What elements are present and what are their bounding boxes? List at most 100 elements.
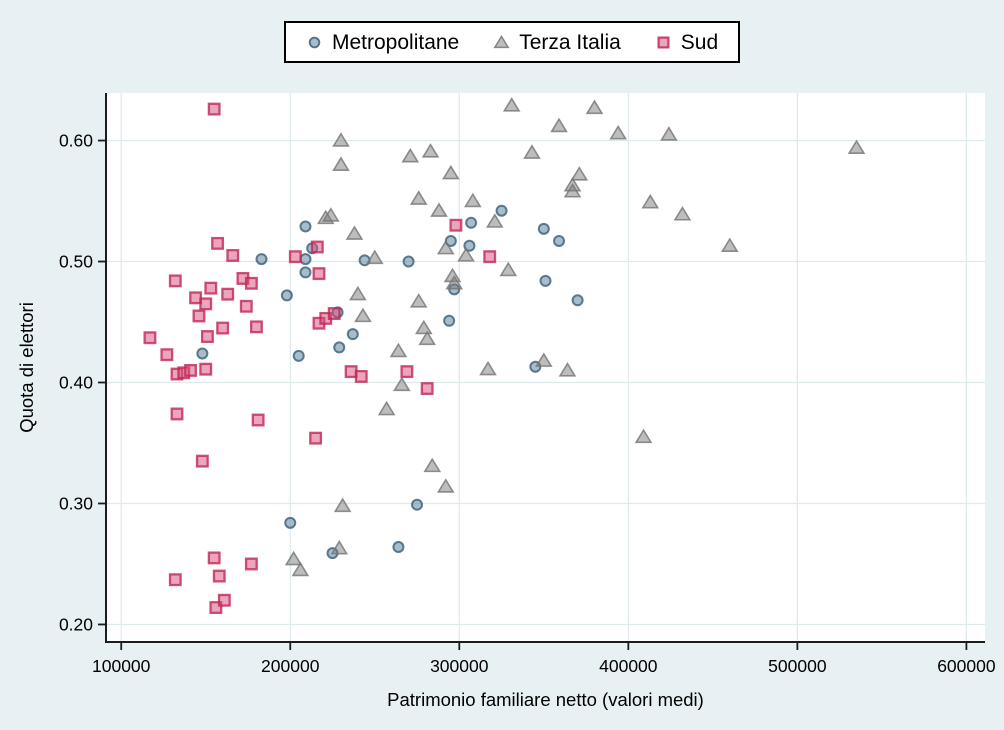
scatter-point (200, 330, 214, 343)
plot-area (106, 93, 985, 642)
y-tick-label: 0.60 (59, 131, 93, 151)
scatter-point (332, 156, 350, 171)
scatter-point (421, 143, 440, 158)
scatter-point (354, 307, 372, 323)
scatter-point (255, 253, 268, 266)
scatter-point (411, 498, 424, 511)
scatter-point (204, 281, 218, 295)
scatter-point (436, 478, 455, 493)
scatter-point (430, 202, 448, 217)
scatter-point (184, 363, 197, 377)
scatter-point (239, 299, 253, 313)
scatter-point (284, 516, 297, 529)
scatter-point (333, 497, 352, 513)
scatter-point (288, 250, 302, 264)
scatter-point (465, 216, 478, 229)
scatter-point (170, 407, 184, 421)
y-tick-label: 0.20 (59, 614, 93, 634)
scatter-point (195, 454, 209, 468)
y-axis-title: Quota di elettori (16, 302, 37, 433)
scatter-point (199, 297, 213, 311)
y-tick-label: 0.40 (59, 373, 93, 393)
scatter-point (284, 550, 303, 566)
scatter-point (414, 319, 433, 335)
scatter-point (322, 207, 340, 222)
scatter-point (299, 220, 312, 233)
scatter-point (423, 457, 442, 473)
scatter-point (502, 97, 521, 112)
legend-label: Terza Italia (519, 30, 621, 54)
y-tick-label: 0.30 (59, 493, 93, 513)
scatter-point (479, 360, 497, 376)
scatter-point (418, 330, 436, 346)
x-tick-label: 600000 (937, 656, 996, 676)
scatter-point (609, 124, 628, 140)
scatter-point (216, 321, 230, 335)
legend-item-terza-italia: Terza Italia (493, 32, 621, 53)
scatter-point (226, 249, 240, 262)
scatter-point (221, 287, 235, 301)
scatter-point (327, 307, 341, 320)
legend-label: Sud (680, 30, 719, 54)
scatter-point (310, 240, 324, 254)
x-tick-label: 100000 (92, 656, 151, 676)
scatter-point (483, 250, 497, 264)
scatter-point (199, 362, 213, 376)
scatter-point (402, 255, 415, 268)
scatter-point (217, 593, 231, 607)
scatter-point (420, 382, 434, 396)
scatter-point (312, 267, 326, 281)
scatter-point (249, 320, 263, 334)
scatter-point (333, 341, 346, 354)
scatter-point (346, 328, 359, 341)
scatter-point (436, 239, 455, 255)
scatter-point (192, 309, 206, 323)
scatter-point (377, 400, 396, 416)
scatter-point (211, 236, 225, 250)
scatter-point (354, 370, 368, 383)
legend-item-metropolitane: Metropolitane (306, 32, 459, 53)
scatter-point (400, 365, 414, 379)
scatter-point (720, 237, 739, 252)
scatter-point (495, 204, 508, 217)
scatter-point (299, 253, 312, 266)
scatter-point (244, 557, 258, 571)
scatter-point (641, 193, 660, 209)
legend-item-sud: Sud (655, 32, 718, 53)
scatter-point (485, 213, 504, 228)
scatter-point (209, 601, 223, 614)
scatter-point (392, 541, 405, 554)
scatter-point (442, 164, 460, 180)
scatter-point (409, 293, 428, 308)
scatter-point (212, 569, 226, 583)
scatter-point (409, 190, 428, 205)
scatter-point (389, 342, 408, 358)
scatter-point (571, 294, 584, 307)
legend-label: Metropolitane (332, 30, 460, 54)
scatter-point (401, 147, 420, 163)
scatter-point (457, 247, 475, 262)
scatter-point (168, 573, 182, 587)
scatter-point (563, 183, 582, 198)
scatter-point (539, 274, 552, 287)
scatter-point (499, 261, 518, 277)
scatter-point (292, 349, 305, 362)
scatter-point (443, 314, 456, 327)
y-tick-label: 0.50 (59, 252, 93, 272)
scatter-point (558, 362, 577, 377)
scatter-point (463, 192, 482, 208)
scatter-point (365, 249, 384, 265)
x-tick-label: 200000 (261, 656, 320, 676)
scatter-point (673, 205, 692, 221)
x-tick-label: 500000 (768, 656, 827, 676)
scatter-point (207, 551, 221, 565)
scatter-point (168, 274, 182, 288)
scatter-point (309, 431, 323, 445)
scatter-point (332, 132, 350, 147)
scatter-point (207, 102, 221, 116)
legend: Metropolitane Terza Italia Sud (284, 21, 741, 63)
scatter-point (534, 352, 553, 367)
scatter-point (299, 266, 312, 279)
